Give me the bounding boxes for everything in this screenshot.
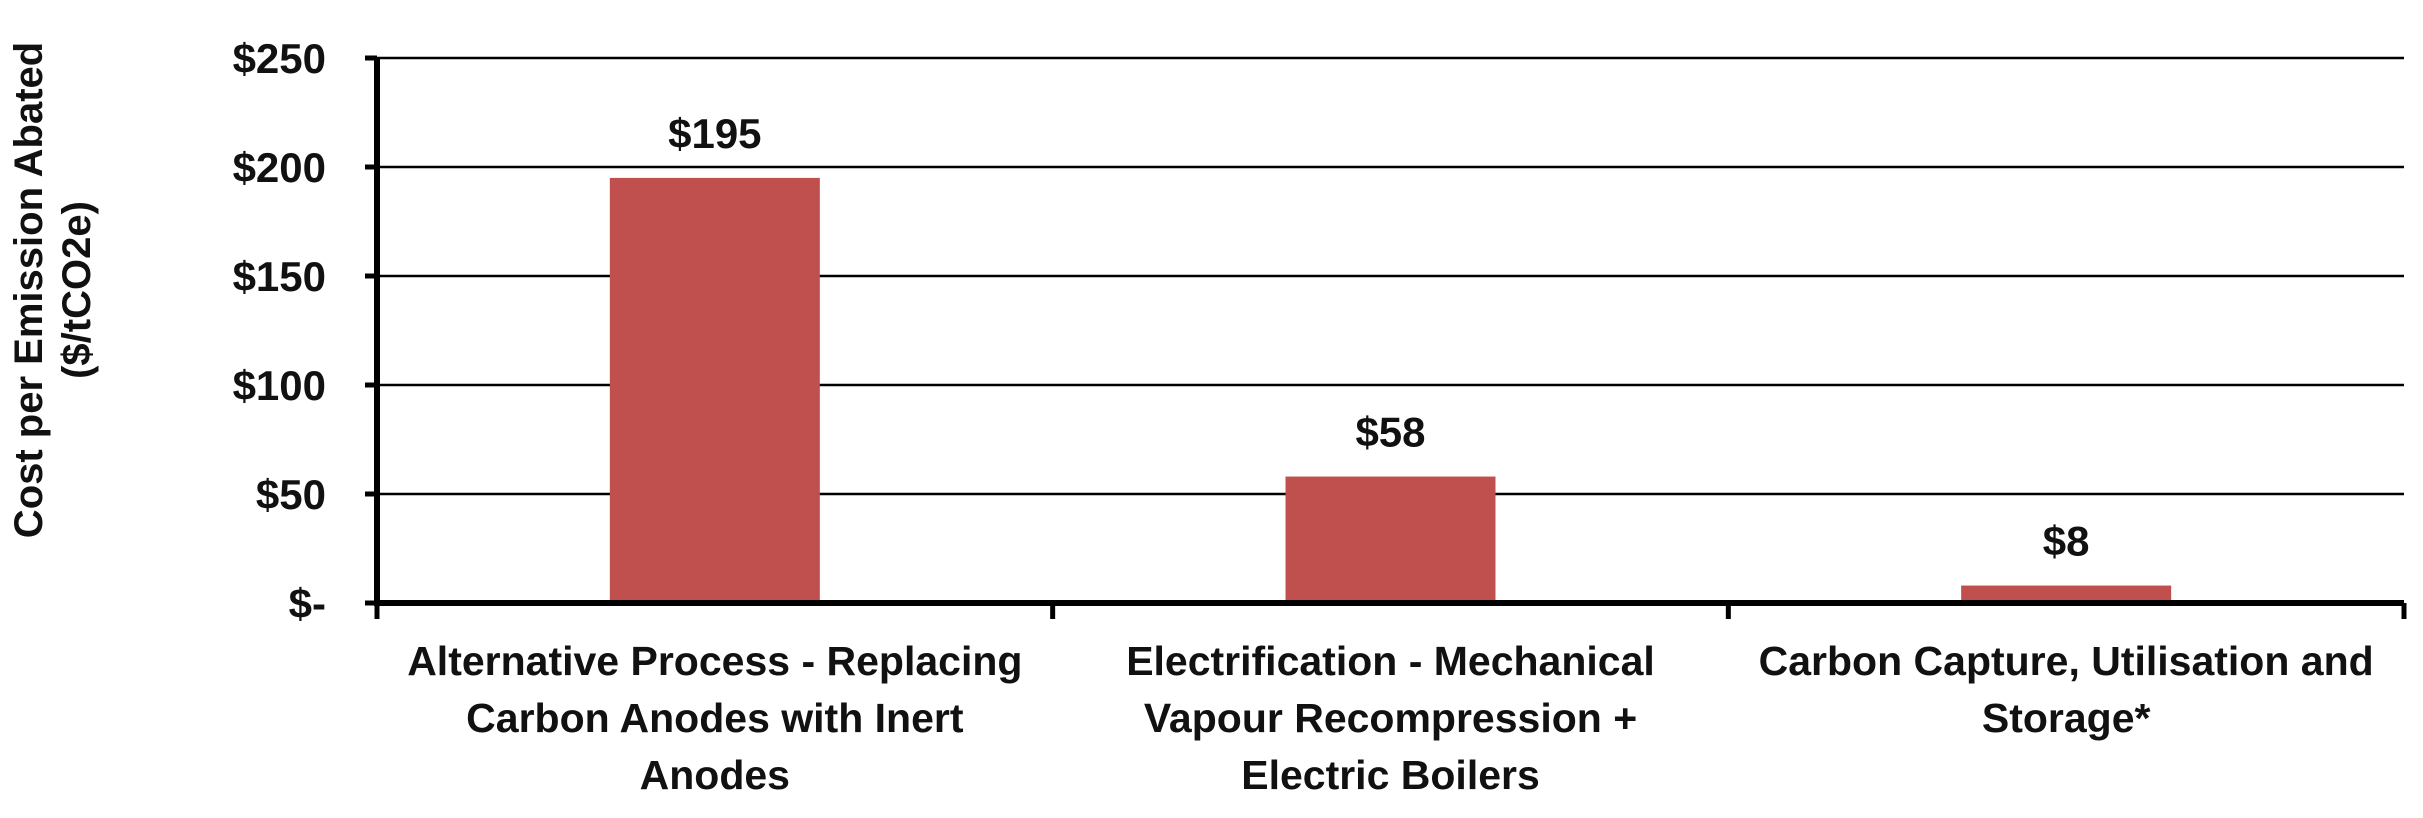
y-axis-title-line: ($/tCO2e) [55, 201, 99, 379]
y-axis-title-text: Cost per Emission Abated ($/tCO2e) [7, 42, 99, 538]
x-category-label-line: Alternative Process - Replacing [407, 638, 1022, 684]
x-category-label-line: Anodes [640, 752, 790, 798]
data-label: $58 [1355, 409, 1425, 456]
x-category-label-line: Electric Boilers [1241, 752, 1540, 798]
y-tick-label: $50 [256, 471, 326, 518]
x-category-label: Electrification - Mechanical Vapour Recom… [1126, 638, 1655, 798]
x-category-labels: Alternative Process - Replacing Carbon An… [407, 638, 2373, 798]
x-category-label-line: Storage* [1982, 695, 2151, 741]
y-axis-title: Cost per Emission Abated ($/tCO2e) [7, 42, 99, 538]
x-tick-marks [374, 603, 2407, 619]
y-tick-label: $200 [233, 144, 326, 191]
y-tick-label: $100 [233, 362, 326, 409]
y-tick-label: $- [289, 580, 326, 627]
bars [609, 177, 2172, 603]
y-tick-labels: $- $50 $100 $150 $200 $250 [233, 35, 377, 627]
data-label: $8 [2043, 518, 2090, 565]
x-category-label-line: Carbon Capture, Utilisation and [1759, 638, 2374, 684]
y-tick-label: $250 [233, 35, 326, 82]
data-labels: $195 $58 $8 [668, 110, 2089, 565]
x-category-label: Alternative Process - Replacing Carbon An… [407, 638, 1022, 798]
y-tick-label: $150 [233, 253, 326, 300]
bar [1285, 476, 1496, 603]
x-category-label-line: Carbon Anodes with Inert [466, 695, 964, 741]
x-category-label-line: Vapour Recompression + [1144, 695, 1637, 741]
bar [1961, 585, 2172, 603]
x-category-label-line: Electrification - Mechanical [1126, 638, 1655, 684]
data-label: $195 [668, 110, 761, 157]
x-category-label: Carbon Capture, Utilisation and Storage* [1759, 638, 2374, 741]
axes [374, 58, 2404, 606]
bar [609, 177, 820, 603]
y-axis-title-line: Cost per Emission Abated [7, 42, 51, 538]
